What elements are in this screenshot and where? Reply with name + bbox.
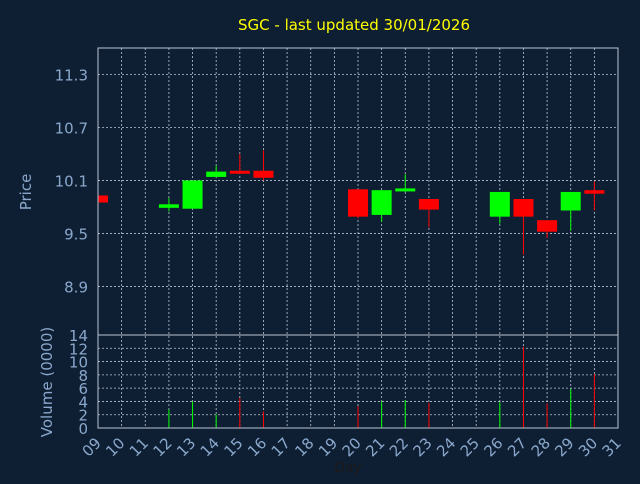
candle-body (348, 189, 368, 217)
volume-panel-frame (97, 334, 619, 429)
candle-body (206, 171, 227, 177)
x-tick-label: 24 (433, 434, 459, 460)
x-tick-label: 28 (528, 434, 554, 460)
x-tick-label: 23 (410, 434, 436, 460)
x-tick-label: 17 (268, 434, 294, 460)
x-tick-label: 29 (551, 434, 577, 460)
candle-body (513, 199, 534, 217)
price-axis-label: Price (17, 174, 35, 211)
x-tick-label: 12 (150, 434, 176, 460)
candle-28 (537, 220, 558, 238)
candle-body (98, 195, 108, 203)
x-tick-label: 25 (457, 434, 483, 460)
candle-20 (348, 189, 368, 219)
chart-title: SGC - last updated 30/01/2026 (238, 16, 470, 34)
candle-29 (560, 191, 581, 231)
x-tick-label: 09 (79, 434, 105, 460)
candle-21 (371, 190, 392, 222)
x-tick-label: 20 (339, 434, 365, 460)
volume-tick-label: 0 (78, 420, 88, 438)
candle-09 (97, 195, 108, 203)
candle-body (584, 190, 605, 194)
x-tick-label: 16 (244, 434, 270, 460)
x-tick-label: 27 (504, 434, 530, 460)
x-tick-label: 21 (362, 434, 388, 460)
price-tick-label: 9.5 (64, 225, 88, 243)
candle-body (560, 191, 581, 211)
x-tick-label: 26 (480, 434, 506, 460)
candle-12 (158, 198, 179, 212)
candle-22 (395, 174, 416, 192)
candle-14 (206, 165, 227, 177)
volume-tick-label: 8 (78, 367, 88, 385)
candle-body (158, 204, 179, 208)
candle-23 (418, 199, 439, 228)
candle-body (418, 199, 439, 210)
x-tick-label: 11 (126, 434, 152, 460)
x-tick-label: 14 (197, 434, 223, 460)
candle-27 (513, 199, 534, 255)
volume-tick-label: 14 (69, 327, 88, 345)
volume-tick-label: 2 (78, 407, 88, 425)
candle-body (371, 190, 392, 215)
x-tick-label: 31 (599, 434, 625, 460)
volume-axis-label: Volume (0000) (38, 327, 56, 437)
x-axis-label: Day (334, 460, 362, 476)
volume-tick-label: 10 (69, 354, 88, 372)
price-tick-label: 11.3 (55, 66, 88, 84)
x-tick-label: 18 (291, 434, 317, 460)
candle-body (395, 188, 416, 192)
price-tick-label: 10.7 (55, 119, 88, 137)
candle-body (489, 191, 510, 217)
candle-30 (584, 181, 605, 211)
candle-body (229, 170, 250, 174)
volume-tick-label: 6 (78, 380, 88, 398)
candle-26 (489, 191, 510, 224)
x-tick-label: 30 (575, 434, 601, 460)
volume-tick-label: 4 (78, 393, 88, 411)
x-tick-label: 15 (220, 434, 246, 460)
candle-body (182, 180, 203, 209)
candle-body (537, 220, 558, 232)
volume-tick-label: 12 (69, 340, 88, 358)
x-tick-label: 13 (173, 434, 199, 460)
candle-16 (253, 150, 274, 181)
candle-13 (182, 180, 203, 209)
price-tick-label: 8.9 (64, 278, 88, 296)
candle-body (253, 170, 274, 178)
x-tick-label: 10 (102, 434, 128, 460)
x-tick-label: 22 (386, 434, 412, 460)
price-tick-label: 10.1 (55, 172, 88, 190)
x-tick-label: 19 (315, 434, 341, 460)
candle-15 (229, 153, 250, 174)
